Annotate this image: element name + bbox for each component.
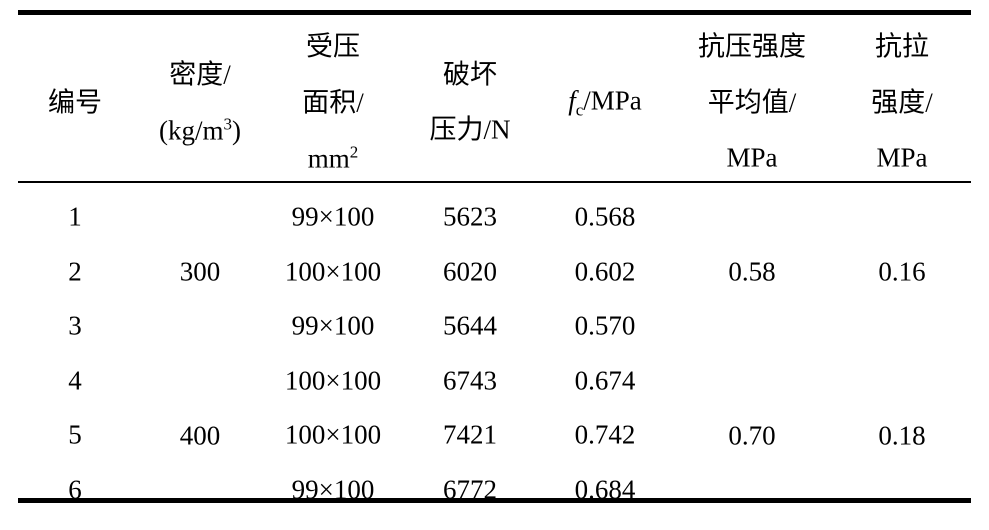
header-rule — [18, 181, 971, 183]
table-cell-no: 1 — [68, 201, 82, 232]
header-tensile-line2: 强度/ — [871, 87, 933, 118]
header-mean-line2: 平均值/ — [707, 87, 797, 118]
table-cell-no: 6 — [68, 474, 82, 505]
header-number: 编号 — [48, 87, 102, 118]
table-cell-fc: 0.684 — [574, 474, 636, 505]
table-cell-fc: 0.568 — [574, 201, 636, 232]
header-area-line1: 受压 — [306, 31, 360, 62]
header-area-line3: mm2 — [307, 142, 359, 174]
group-mean-compressive: 0.70 — [728, 420, 776, 451]
table-cell-force: 7421 — [443, 419, 497, 450]
table-cell-fc: 0.602 — [574, 256, 636, 287]
table-cell-force: 6020 — [443, 256, 497, 287]
table-cell-force: 6772 — [443, 474, 497, 505]
header-density-line1: 密度/ — [169, 59, 231, 90]
header-force-line1: 破坏 — [443, 59, 497, 90]
header-fc: fc/MPa — [568, 85, 642, 120]
table-cell-fc: 0.570 — [574, 310, 636, 341]
group-tensile: 0.16 — [878, 256, 926, 287]
table-cell-area: 100×100 — [284, 256, 382, 287]
table-cell-force: 6743 — [443, 365, 497, 396]
bottom-rule — [18, 498, 971, 503]
table-cell-no: 2 — [68, 256, 82, 287]
header-area-line2: 面积/ — [302, 87, 364, 118]
group-tensile: 0.18 — [878, 420, 926, 451]
table-cell-no: 4 — [68, 365, 82, 396]
table-cell-force: 5644 — [443, 310, 497, 341]
header-density-line2: (kg/m3) — [159, 114, 241, 146]
group-density: 300 — [179, 256, 221, 287]
header-mean-line1: 抗压强度 — [698, 31, 806, 62]
group-mean-compressive: 0.58 — [728, 256, 776, 287]
table-cell-area: 99×100 — [291, 201, 375, 232]
header-tensile-line1: 抗拉 — [875, 31, 929, 62]
table-cell-no: 5 — [68, 419, 82, 450]
group-density: 400 — [179, 420, 221, 451]
table-cell-area: 99×100 — [291, 474, 375, 505]
table-cell-fc: 0.742 — [574, 419, 636, 450]
table-cell-area: 100×100 — [284, 419, 382, 450]
table-cell-no: 3 — [68, 310, 82, 341]
header-force-line2: 压力/N — [429, 114, 511, 145]
table-cell-force: 5623 — [443, 201, 497, 232]
top-rule — [18, 10, 971, 15]
table-cell-area: 99×100 — [291, 310, 375, 341]
header-mean-line3: MPa — [726, 142, 778, 173]
table-cell-fc: 0.674 — [574, 365, 636, 396]
table-cell-area: 100×100 — [284, 365, 382, 396]
header-tensile-line3: MPa — [876, 142, 928, 173]
